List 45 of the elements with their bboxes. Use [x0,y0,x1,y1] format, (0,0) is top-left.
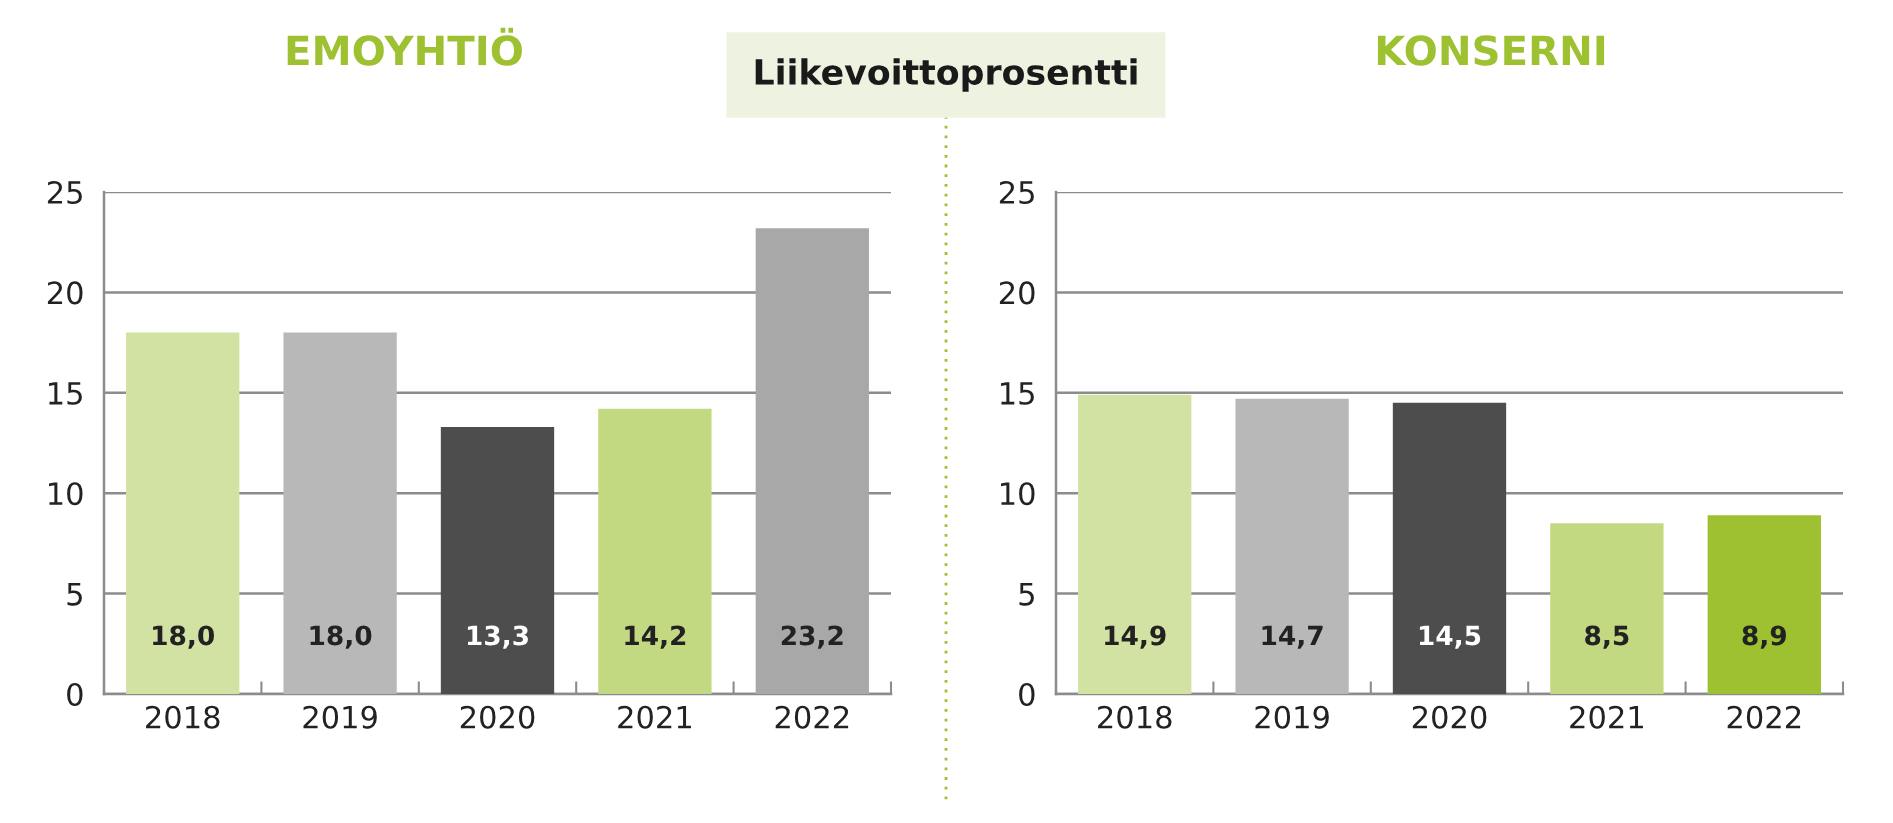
bar [1235,398,1349,694]
chart-title: EMOYHTIÖ [287,27,522,66]
bar [1392,402,1507,694]
x-tick-label: 2019 [1255,705,1329,729]
y-tick-label: 25 [999,180,1034,205]
data-label: 8,9 [1742,625,1786,649]
x-tick-label: 2020 [1412,705,1487,729]
y-tick-label: 20 [999,281,1035,305]
bar [755,228,869,694]
y-tick-label: 5 [1019,582,1034,606]
data-label: 14,5 [1419,625,1481,649]
y-tick-label: 0 [1019,682,1035,707]
x-tick-label: 2021 [618,705,691,729]
bar [1078,394,1192,694]
bar [598,408,712,694]
bar [126,332,240,694]
y-tick-label: 15 [49,382,82,405]
data-label: 14,9 [1105,625,1166,649]
x-tick-label: 2021 [1570,705,1643,729]
text: Liikevoittoprosentti [755,58,1137,92]
y-tick-label: 5 [67,582,82,606]
y-tick-label: 15 [1001,382,1034,405]
bar [283,332,397,694]
y-tick-label: 20 [47,281,83,305]
x-tick-label: 2022 [1727,705,1801,729]
data-label: 14,2 [625,625,686,649]
x-tick-label: 2018 [1098,705,1172,729]
data-label: 13,3 [467,625,528,649]
y-tick-label: 10 [1001,482,1035,506]
x-tick-label: 2022 [775,705,849,729]
bar [1550,523,1664,694]
data-label: 23,2 [781,625,843,649]
chart-title: KONSERNI [1377,35,1605,66]
data-label: 8,5 [1585,625,1629,649]
bar [1707,515,1821,694]
y-tick-label: 10 [49,482,83,506]
x-tick-label: 2018 [146,705,220,729]
data-label: 14,7 [1262,625,1323,649]
y-tick-label: 25 [47,180,82,205]
y-tick-label: 0 [67,682,83,707]
data-label: 18,0 [310,625,372,649]
x-tick-label: 2020 [460,705,535,729]
x-tick-label: 2019 [303,705,377,729]
data-label: 18,0 [153,625,214,649]
bar [440,426,555,694]
